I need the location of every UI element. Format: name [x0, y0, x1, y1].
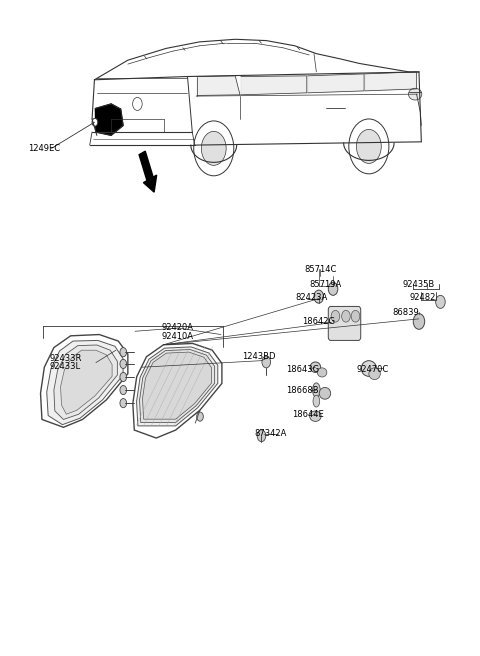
Circle shape: [436, 295, 445, 308]
Text: 1249EC: 1249EC: [28, 144, 60, 153]
Text: 92435B: 92435B: [402, 279, 434, 289]
Text: 18668B: 18668B: [286, 386, 318, 395]
Circle shape: [357, 129, 381, 163]
Text: 92420A: 92420A: [162, 323, 194, 333]
Text: 87342A: 87342A: [254, 429, 287, 438]
Text: 82423A: 82423A: [295, 293, 327, 302]
Circle shape: [120, 348, 127, 357]
Circle shape: [120, 373, 127, 382]
Circle shape: [120, 399, 127, 407]
Circle shape: [257, 430, 266, 441]
Ellipse shape: [310, 411, 321, 421]
Circle shape: [314, 290, 324, 303]
FancyBboxPatch shape: [328, 306, 361, 340]
Circle shape: [92, 118, 98, 126]
FancyArrow shape: [139, 151, 156, 192]
Ellipse shape: [312, 383, 320, 398]
Ellipse shape: [310, 362, 321, 373]
Circle shape: [349, 119, 389, 174]
Ellipse shape: [313, 396, 320, 407]
Circle shape: [194, 121, 234, 176]
Polygon shape: [143, 352, 212, 419]
Text: 18642G: 18642G: [302, 317, 335, 326]
Polygon shape: [96, 104, 123, 135]
Ellipse shape: [408, 89, 422, 100]
Ellipse shape: [369, 368, 380, 380]
Text: 85719A: 85719A: [309, 279, 341, 289]
Polygon shape: [47, 340, 123, 424]
Circle shape: [413, 314, 425, 329]
Polygon shape: [133, 344, 222, 438]
Ellipse shape: [317, 368, 327, 377]
Circle shape: [201, 131, 226, 165]
Circle shape: [328, 282, 338, 295]
Ellipse shape: [361, 361, 376, 377]
Text: 92470C: 92470C: [357, 365, 389, 374]
Polygon shape: [365, 72, 417, 91]
Circle shape: [342, 310, 350, 322]
Text: 85714C: 85714C: [304, 265, 337, 274]
Polygon shape: [308, 74, 364, 93]
Circle shape: [120, 359, 127, 369]
Circle shape: [197, 412, 204, 421]
Polygon shape: [241, 76, 307, 95]
Text: 92433L: 92433L: [49, 362, 80, 371]
Text: 92433R: 92433R: [49, 354, 82, 363]
Circle shape: [331, 310, 340, 322]
Text: 1243BD: 1243BD: [242, 352, 276, 361]
Circle shape: [351, 310, 360, 322]
Polygon shape: [60, 350, 112, 414]
Polygon shape: [40, 335, 128, 427]
Circle shape: [132, 97, 142, 110]
Polygon shape: [136, 347, 218, 426]
Text: 86839: 86839: [393, 308, 420, 317]
Polygon shape: [140, 350, 215, 422]
Circle shape: [262, 356, 271, 368]
Circle shape: [120, 386, 127, 395]
Ellipse shape: [319, 388, 331, 400]
Text: 18643G: 18643G: [286, 365, 319, 374]
Text: 18644E: 18644E: [292, 410, 324, 419]
Text: 92482: 92482: [409, 293, 436, 302]
Polygon shape: [197, 76, 240, 96]
Text: 92410A: 92410A: [162, 332, 194, 341]
Polygon shape: [54, 345, 117, 419]
